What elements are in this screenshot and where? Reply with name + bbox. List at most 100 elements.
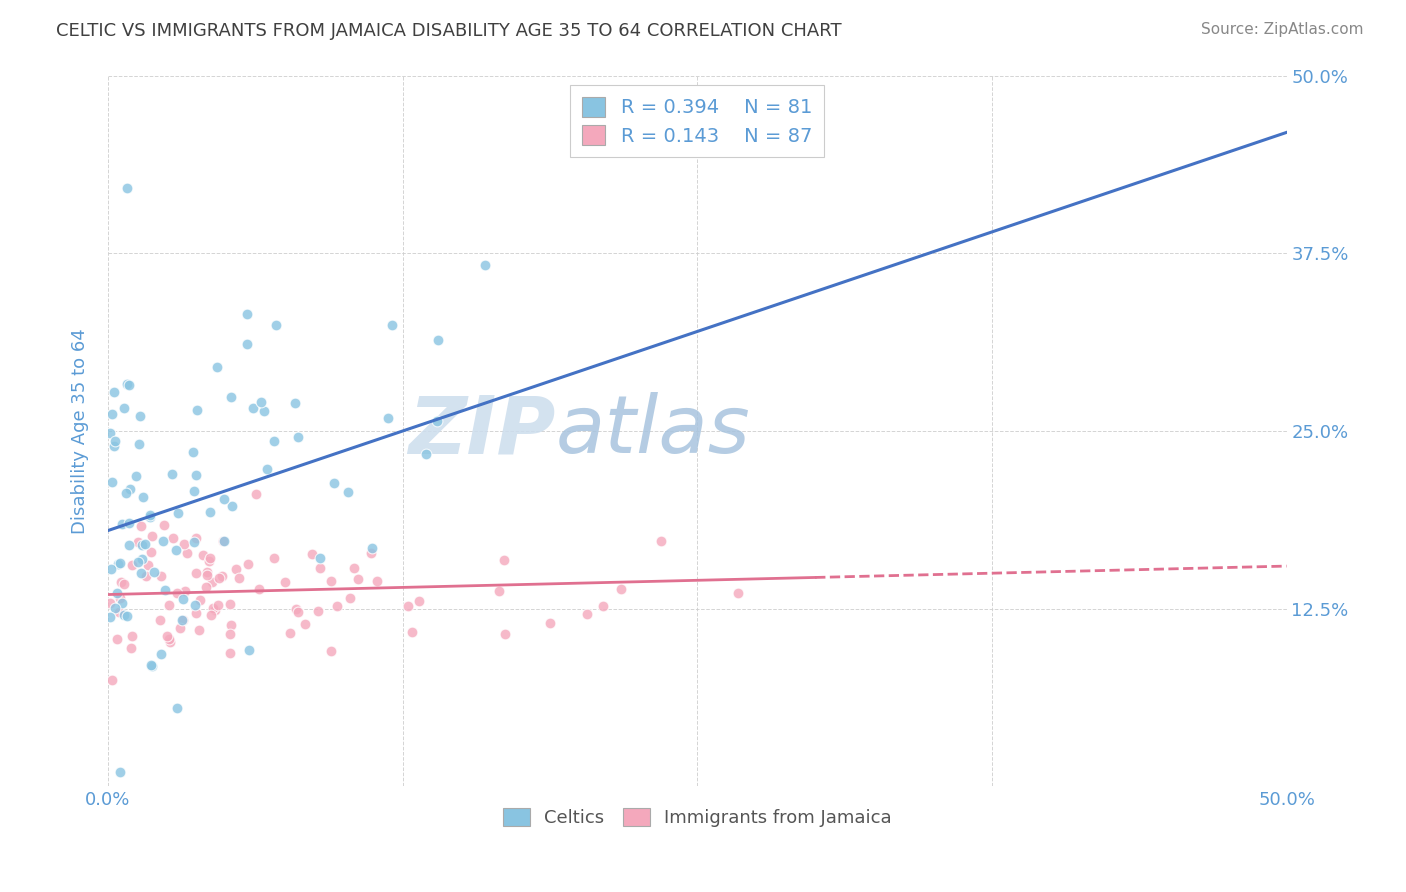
- Point: [138, 510, 160, 524]
- Point: [166, 701, 188, 715]
- Point: [135, 569, 157, 583]
- Point: [157, 598, 180, 612]
- Point: [219, 646, 242, 660]
- Point: [150, 569, 173, 583]
- Point: [186, 531, 208, 545]
- Point: [415, 447, 437, 461]
- Point: [173, 584, 195, 599]
- Point: [184, 606, 207, 620]
- Point: [120, 640, 142, 655]
- Text: CELTIC VS IMMIGRANTS FROM JAMAICA DISABILITY AGE 35 TO 64 CORRELATION CHART: CELTIC VS IMMIGRANTS FROM JAMAICA DISABI…: [56, 22, 842, 40]
- Point: [225, 562, 247, 576]
- Point: [360, 546, 382, 560]
- Point: [127, 555, 149, 569]
- Point: [309, 550, 332, 565]
- Point: [156, 629, 179, 643]
- Point: [238, 642, 260, 657]
- Point: [219, 627, 242, 641]
- Point: [494, 627, 516, 641]
- Point: [186, 403, 208, 417]
- Point: [131, 551, 153, 566]
- Point: [98, 610, 121, 624]
- Point: [104, 600, 127, 615]
- Point: [538, 616, 561, 631]
- Point: [238, 558, 260, 572]
- Point: [202, 600, 225, 615]
- Point: [396, 599, 419, 614]
- Point: [115, 608, 138, 623]
- Point: [337, 485, 360, 500]
- Point: [319, 574, 342, 588]
- Point: [183, 535, 205, 549]
- Point: [111, 596, 134, 610]
- Point: [195, 581, 218, 595]
- Point: [114, 486, 136, 500]
- Point: [188, 592, 211, 607]
- Point: [139, 657, 162, 672]
- Point: [148, 613, 170, 627]
- Point: [166, 585, 188, 599]
- Point: [155, 582, 177, 597]
- Point: [280, 626, 302, 640]
- Point: [103, 438, 125, 452]
- Point: [118, 537, 141, 551]
- Point: [200, 506, 222, 520]
- Point: [121, 558, 143, 572]
- Point: [208, 571, 231, 585]
- Point: [117, 377, 139, 392]
- Point: [207, 599, 229, 613]
- Point: [727, 585, 749, 599]
- Point: [381, 318, 404, 333]
- Point: [186, 566, 208, 580]
- Point: [236, 307, 259, 321]
- Point: [228, 571, 250, 585]
- Point: [212, 533, 235, 548]
- Point: [129, 566, 152, 580]
- Point: [242, 401, 264, 415]
- Point: [488, 584, 510, 599]
- Point: [176, 546, 198, 560]
- Legend: Celtics, Immigrants from Jamaica: Celtics, Immigrants from Jamaica: [496, 800, 898, 834]
- Point: [105, 632, 128, 646]
- Point: [150, 647, 173, 661]
- Point: [143, 565, 166, 579]
- Point: [117, 516, 139, 531]
- Point: [169, 621, 191, 635]
- Point: [236, 336, 259, 351]
- Point: [167, 506, 190, 520]
- Point: [131, 537, 153, 551]
- Point: [361, 541, 384, 555]
- Point: [211, 533, 233, 548]
- Point: [141, 658, 163, 673]
- Point: [128, 436, 150, 450]
- Point: [245, 487, 267, 501]
- Point: [141, 545, 163, 559]
- Point: [309, 561, 332, 575]
- Point: [115, 181, 138, 195]
- Point: [170, 613, 193, 627]
- Point: [474, 259, 496, 273]
- Point: [211, 568, 233, 582]
- Point: [107, 557, 129, 571]
- Point: [157, 632, 180, 646]
- Point: [287, 430, 309, 444]
- Point: [610, 582, 633, 597]
- Point: [212, 491, 235, 506]
- Point: [408, 594, 430, 608]
- Point: [172, 592, 194, 607]
- Point: [159, 634, 181, 648]
- Text: ZIP: ZIP: [409, 392, 555, 470]
- Point: [165, 543, 187, 558]
- Point: [592, 599, 614, 614]
- Point: [118, 377, 141, 392]
- Point: [152, 534, 174, 549]
- Point: [141, 528, 163, 542]
- Point: [284, 395, 307, 409]
- Point: [120, 483, 142, 497]
- Point: [426, 414, 449, 428]
- Point: [112, 607, 135, 622]
- Point: [108, 605, 131, 619]
- Point: [127, 534, 149, 549]
- Point: [153, 518, 176, 533]
- Point: [366, 574, 388, 588]
